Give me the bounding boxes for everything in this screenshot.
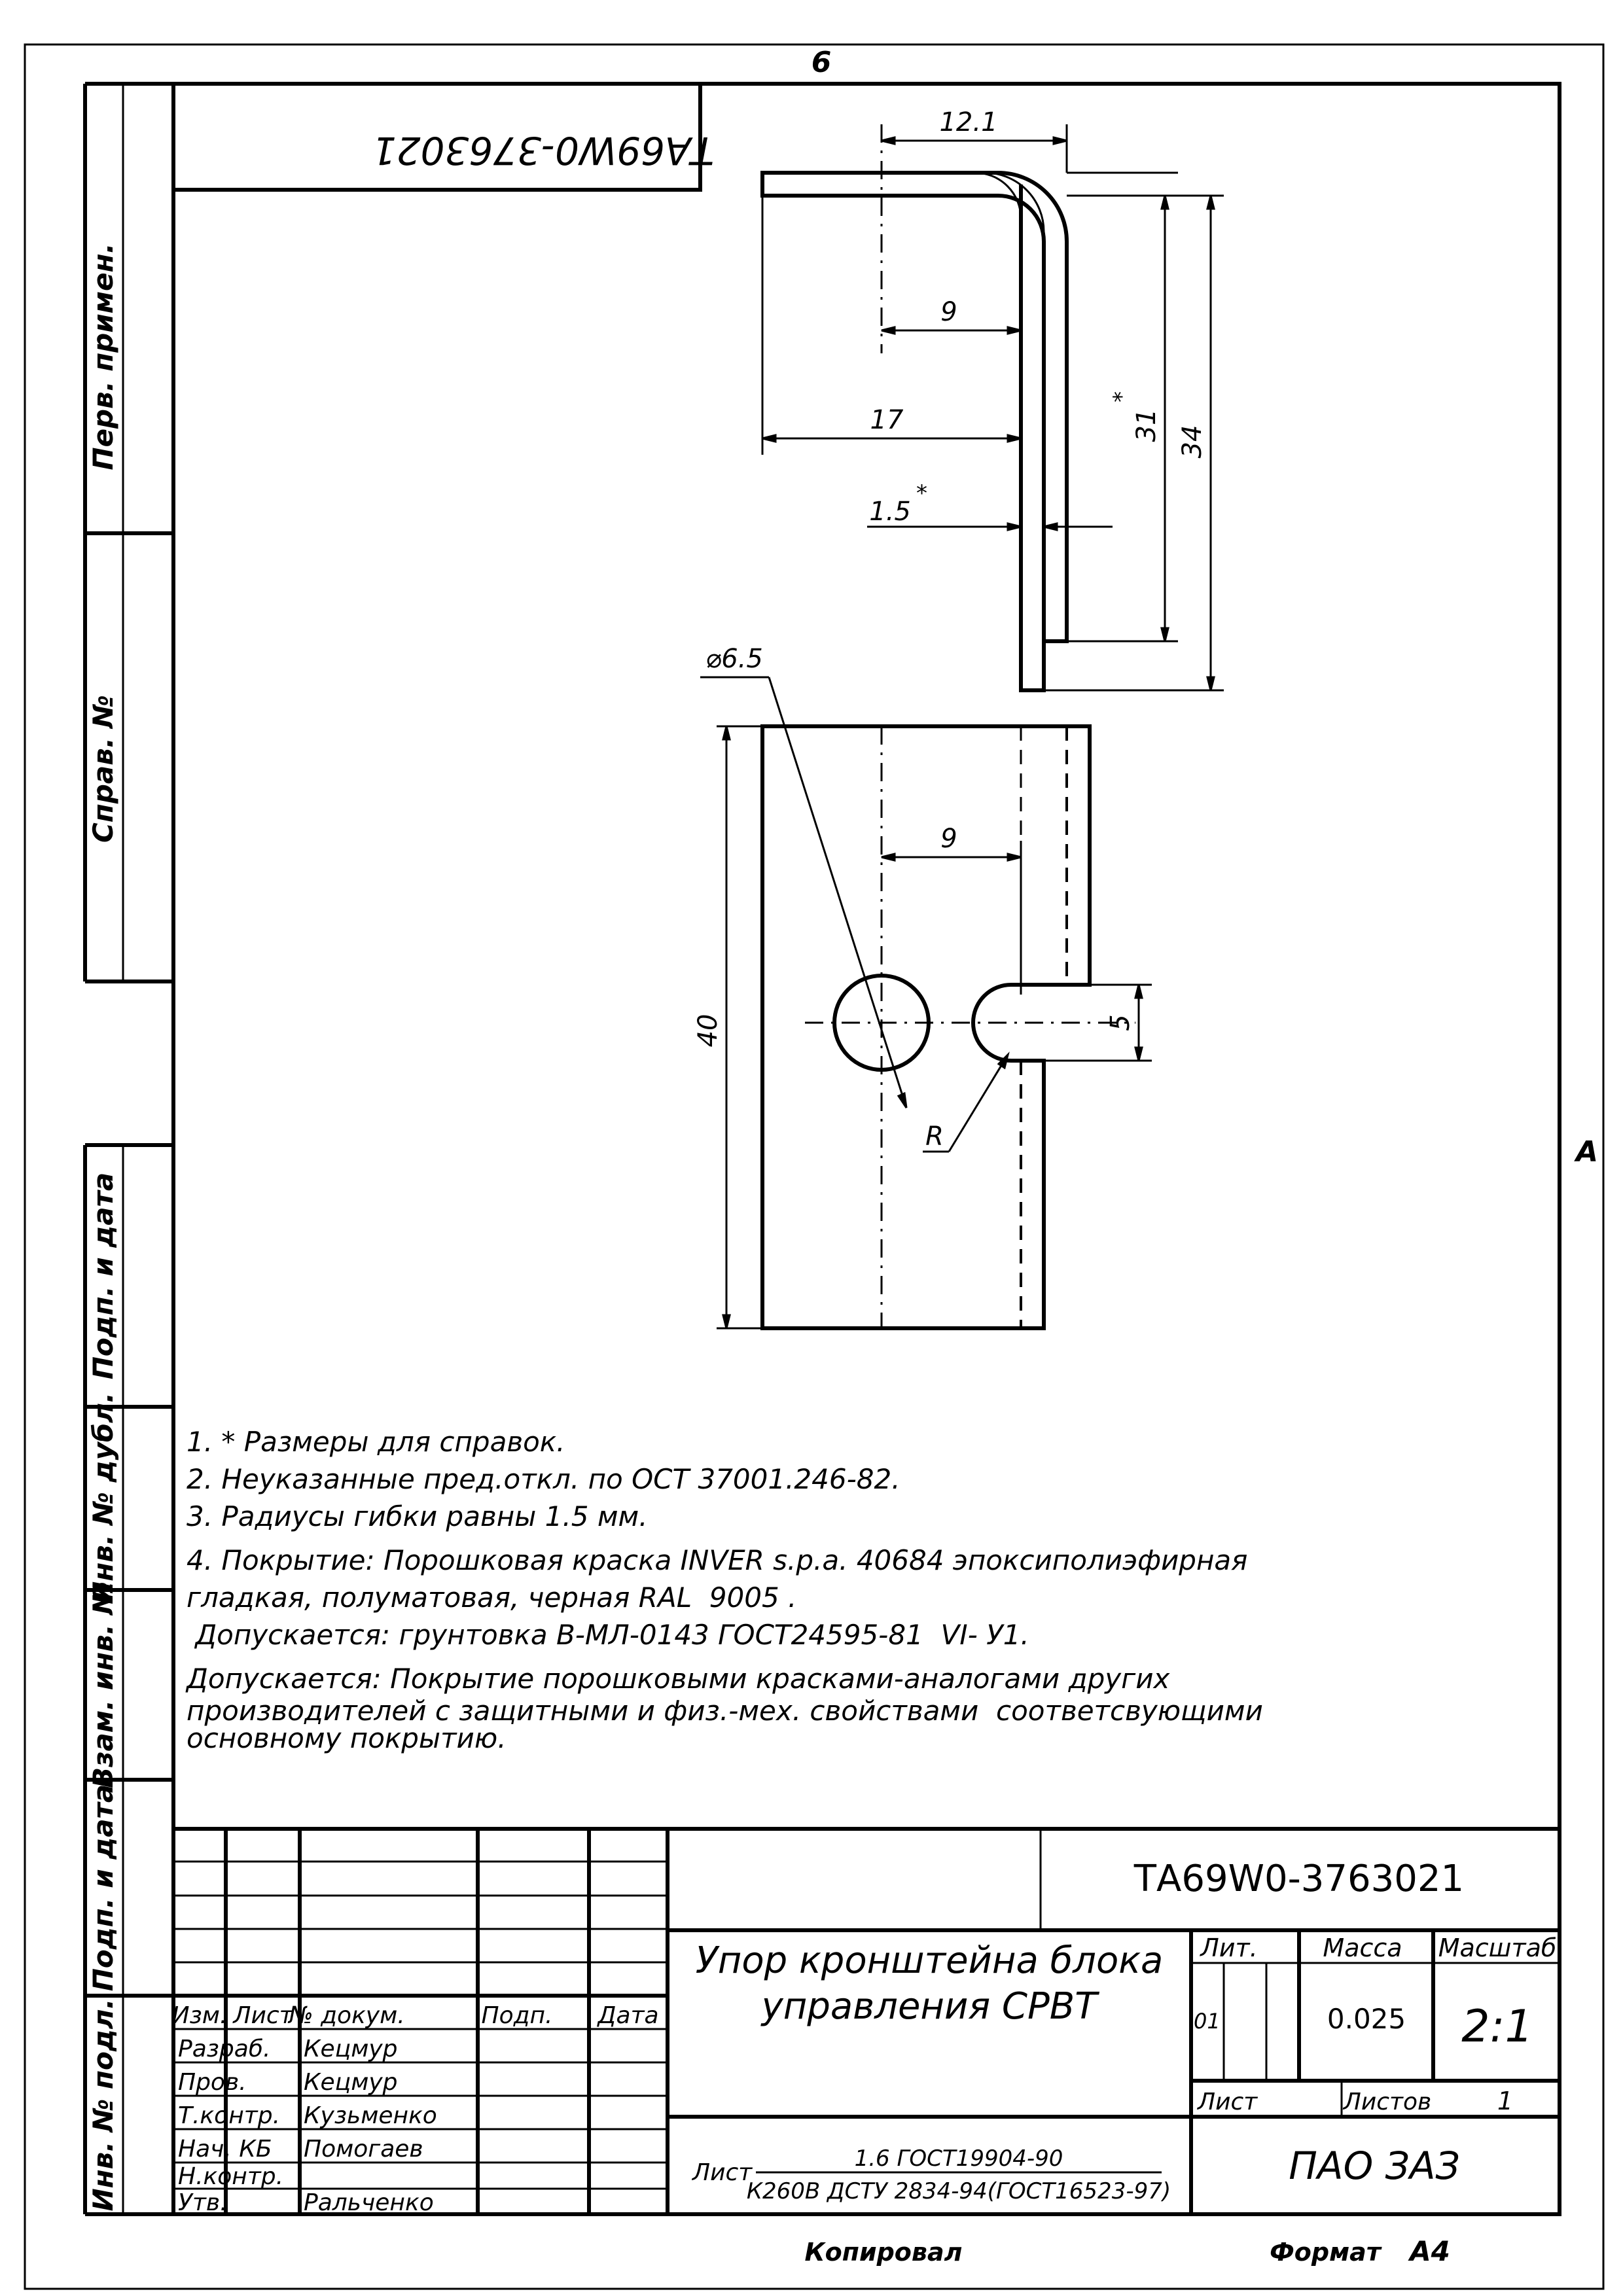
note-4: 4. Покрытие: Порошковая краска INVER s.p… <box>187 1544 1248 1576</box>
dim-5: 5 <box>1105 1014 1135 1031</box>
podp-data-label-1: Подп. и дата <box>87 1173 119 1380</box>
header-list: Лист <box>232 2002 293 2029</box>
outer-trim-border <box>24 43 1605 2290</box>
inv-podl-label: Инв. № подл. <box>87 1999 119 2212</box>
header-podp: Подп. <box>482 2002 553 2029</box>
left-side-columns <box>83 82 173 2216</box>
side-column-labels: Перв. примен. Справ. № Подп. и дата Инв.… <box>87 243 119 2211</box>
role-nkontr: Н.контр. <box>178 2163 283 2190</box>
doc-code: ТА69W0-3763021 <box>1133 1858 1464 1900</box>
side-view-dimensions <box>761 124 1224 692</box>
dim-34: 34 <box>1177 425 1207 459</box>
podp-data-label-2: Подп. и дата <box>87 1784 119 1992</box>
inv-dubl-label: Инв. № дубл. <box>87 1392 119 1604</box>
note-5-line-2: производителей с защитными и физ.-мех. с… <box>187 1695 1263 1727</box>
note-3: 3. Радиусы гибки равны 1.5 мм. <box>187 1500 648 1532</box>
dim-17: 17 <box>870 405 904 435</box>
masshtab-label: Масштаб <box>1438 1934 1557 1962</box>
plate-view <box>760 724 1092 1330</box>
name-tkontr: Кузьменко <box>304 2102 437 2129</box>
dim-31: 31 <box>1132 409 1162 442</box>
mirrored-code-box: ТА69W0-3763021 <box>173 84 714 192</box>
name-utv: Ральченко <box>304 2189 434 2216</box>
material-label: Лист <box>691 2159 753 2186</box>
dim-1-5-star: * <box>916 480 927 506</box>
massa-label: Масса <box>1323 1934 1402 1962</box>
name-razrab: Кецмур <box>304 2036 398 2062</box>
technical-notes: 1. * Размеры для справок. 2. Неуказанные… <box>187 1423 1430 1752</box>
listov-label: Листов <box>1342 2089 1431 2115</box>
note-2: 2. Неуказанные пред.откл. по ОСТ 37001.2… <box>187 1463 901 1495</box>
plate-hidden-lines <box>805 726 1135 1328</box>
note-4-line-2: гладкая, полуматовая, черная RAL 9005 . <box>187 1581 797 1614</box>
side-view-profile <box>760 171 1069 692</box>
listov-value: 1 <box>1497 2087 1513 2115</box>
sheet-mark-top: 6 <box>812 46 832 79</box>
vzam-inv-label: Взам. инв. № <box>87 1581 119 1788</box>
role-utv: Утв. <box>178 2189 228 2216</box>
format-label: Формат <box>1270 2238 1382 2267</box>
role-razrab: Разраб. <box>178 2036 270 2062</box>
lit-label: Лит. <box>1199 1934 1258 1962</box>
part-name-line2: управления СРВТ <box>760 1985 1100 2028</box>
part-name-line1: Упор кронштейна блока <box>696 1939 1164 1982</box>
material-bottom: К260В ДСТУ 2834-94(ГОСТ16523-97) <box>747 2178 1171 2204</box>
role-prov: Пров. <box>178 2069 247 2096</box>
plate-dimensions <box>700 676 1152 1330</box>
dim-12-1: 12.1 <box>939 107 997 137</box>
note-4-line-3: Допускается: грунтовка В-МЛ-0143 ГОСТ245… <box>187 1619 1029 1651</box>
sprav-no-label: Справ. № <box>87 695 119 843</box>
header-doc-no: № докум. <box>287 2002 404 2029</box>
role-tkontr: Т.контр. <box>178 2102 280 2129</box>
header-izm: Изм. <box>172 2002 228 2029</box>
dim-r: R <box>925 1122 944 1152</box>
material-top: 1.6 ГОСТ19904-90 <box>855 2146 1063 2172</box>
note-5-line-3: основному покрытию. <box>187 1722 507 1754</box>
format-value: А4 <box>1408 2235 1450 2267</box>
dim-9-slot: 9 <box>940 824 957 854</box>
company-name: ПАО ЗАЗ <box>1289 2144 1459 2188</box>
dim-31-star: * <box>1109 391 1135 402</box>
note-5: Допускается: Покрытие порошковыми краска… <box>187 1663 1170 1695</box>
dim-9-top: 9 <box>940 297 957 327</box>
sheet-mark-side: A <box>1574 1135 1598 1169</box>
massa-value: 0.025 <box>1327 2003 1406 2035</box>
list-label: Лист <box>1196 2089 1258 2115</box>
dim-40: 40 <box>693 1014 723 1048</box>
main-frame <box>171 82 1561 2216</box>
dim-phi-6-5: ⌀6.5 <box>705 644 763 674</box>
role-nach-kb: Нач. КБ <box>178 2136 272 2163</box>
note-1: 1. * Размеры для справок. <box>187 1426 565 1458</box>
lit-value: 01 <box>1194 2009 1221 2034</box>
dim-1-5: 1.5 <box>869 497 911 527</box>
title-block-grid <box>173 1827 1560 2214</box>
header-data: Дата <box>596 2002 658 2029</box>
name-prov: Кецмур <box>304 2069 398 2096</box>
perv-primen-label: Перв. примен. <box>87 243 119 470</box>
masshtab-value: 2:1 <box>1461 2001 1533 2053</box>
copied-label: Копировал <box>805 2238 963 2267</box>
mirrored-code-text: ТА69W0-3763021 <box>372 128 714 173</box>
name-nach-kb: Помогаев <box>304 2136 423 2163</box>
